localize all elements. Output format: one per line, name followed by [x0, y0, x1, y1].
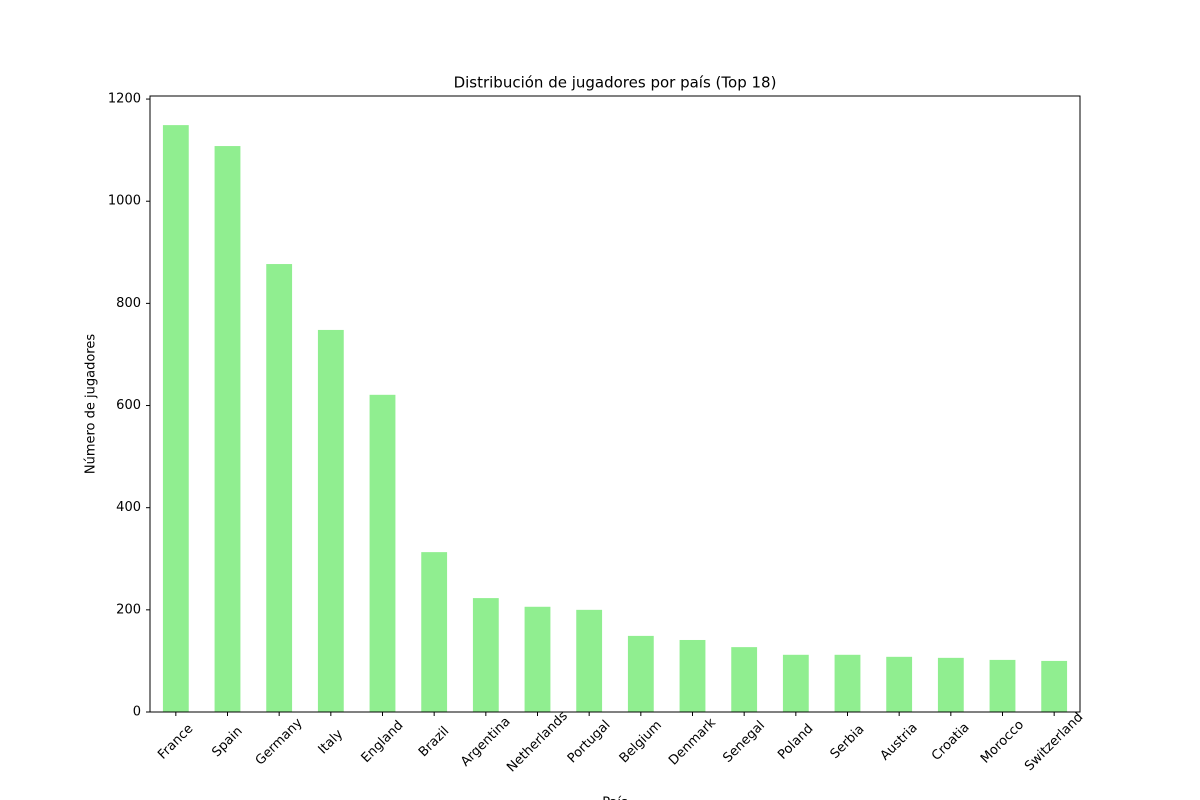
bar	[782, 654, 809, 712]
bar	[162, 125, 189, 712]
x-tick-label: France	[155, 721, 196, 762]
bar	[421, 552, 448, 712]
y-axis-label: Número de jugadores	[84, 334, 99, 474]
x-tick-label: Germany	[253, 715, 306, 768]
x-tick-label: Brazil	[416, 724, 452, 760]
bar	[886, 656, 913, 712]
y-tick-label: 0	[133, 705, 141, 720]
x-tick-label: Spain	[209, 724, 245, 760]
x-tick-label: Austria	[878, 720, 921, 763]
bar	[524, 606, 551, 712]
bar	[989, 659, 1016, 712]
bar	[576, 609, 603, 712]
bar	[627, 635, 654, 712]
x-tick-label: Switzerland	[1022, 710, 1086, 774]
x-tick-label: Belgium	[617, 718, 665, 766]
x-tick-label: Italy	[316, 727, 347, 758]
x-axis-label: País	[602, 796, 628, 800]
x-tick-label: Portugal	[565, 718, 614, 767]
bar	[1041, 660, 1068, 712]
y-tick-label: 1200	[108, 92, 141, 107]
x-tick-label: Netherlands	[504, 709, 571, 776]
x-tick-label: Morocco	[978, 717, 1027, 766]
x-tick-label: Denmark	[666, 715, 719, 768]
bar	[472, 598, 499, 712]
x-tick-label: England	[359, 718, 407, 766]
x-tick-label: Serbia	[828, 722, 868, 762]
bar	[369, 394, 396, 712]
x-tick-label: Poland	[775, 721, 816, 762]
bar	[317, 329, 344, 712]
x-tick-label: Croatia	[929, 720, 973, 764]
y-tick-label: 1000	[108, 194, 141, 209]
bar	[937, 657, 964, 712]
bar	[834, 654, 861, 712]
bar	[214, 146, 241, 712]
y-tick-label: 600	[116, 398, 141, 413]
x-tick-label: Senegal	[720, 718, 768, 766]
x-tick-label: Argentina	[458, 714, 513, 769]
bar	[679, 639, 706, 712]
y-tick-label: 800	[116, 296, 141, 311]
y-tick-label: 400	[116, 500, 141, 515]
y-tick-label: 200	[116, 602, 141, 617]
bar	[266, 264, 293, 712]
chart-title: Distribución de jugadores por país (Top …	[454, 74, 777, 92]
bar	[731, 647, 758, 712]
plot-frame	[149, 95, 1081, 713]
